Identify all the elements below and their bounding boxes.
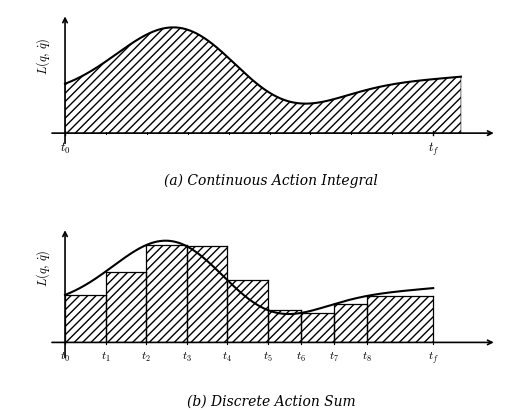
Polygon shape [334,304,367,342]
Text: (b) Discrete Action Sum: (b) Discrete Action Sum [187,394,355,408]
Text: $L(q,\,\dot{q})$: $L(q,\,\dot{q})$ [35,37,52,74]
Text: $t_8$: $t_8$ [362,350,372,363]
Text: $t_0$: $t_0$ [60,350,70,363]
Polygon shape [301,313,334,342]
Polygon shape [367,296,433,342]
Text: $t_2$: $t_2$ [141,350,151,363]
Text: $t_1$: $t_1$ [101,350,110,363]
Polygon shape [227,280,267,342]
Polygon shape [65,295,106,342]
Text: $t_f$: $t_f$ [428,140,439,157]
Text: $t_5$: $t_5$ [263,350,272,363]
Polygon shape [267,310,301,342]
Text: $t_3$: $t_3$ [182,350,191,363]
Polygon shape [146,246,187,342]
Polygon shape [187,247,227,342]
Text: $t_6$: $t_6$ [296,350,305,363]
Text: $t_0$: $t_0$ [60,140,70,155]
Text: $L(q,\,\dot{q})$: $L(q,\,\dot{q})$ [35,249,52,286]
Polygon shape [106,272,146,342]
Text: (a) Continuous Action Integral: (a) Continuous Action Integral [164,173,378,188]
Text: $t_f$: $t_f$ [428,350,439,366]
Text: $t_4$: $t_4$ [222,350,232,363]
Text: $t_7$: $t_7$ [329,350,339,363]
